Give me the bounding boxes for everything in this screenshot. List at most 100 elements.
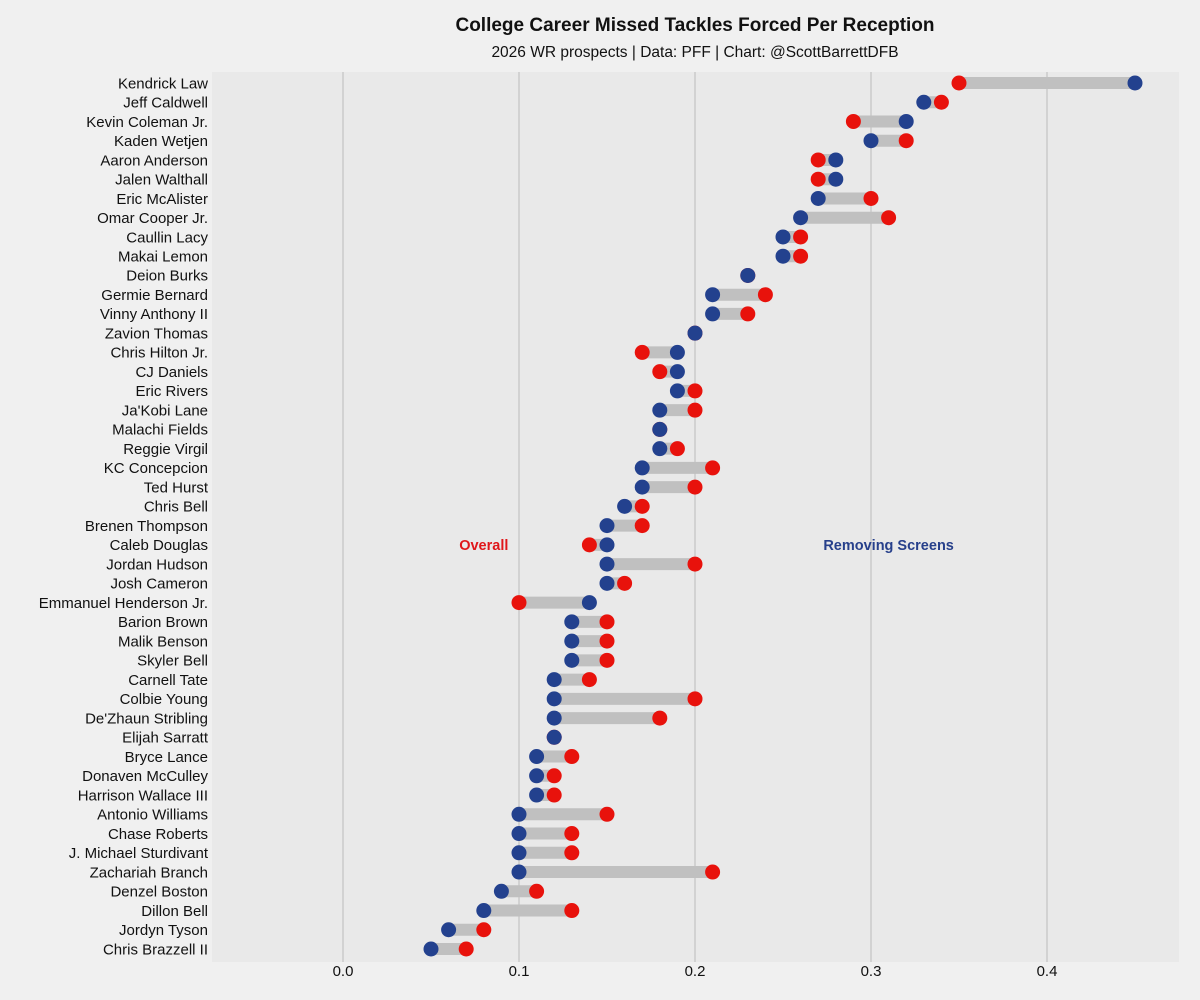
y-tick-label: Zachariah Branch bbox=[90, 864, 208, 881]
point-overall bbox=[740, 306, 756, 322]
point-overall bbox=[581, 672, 597, 688]
y-tick-label: Ted Hurst bbox=[144, 479, 209, 496]
point-overall bbox=[863, 190, 879, 206]
y-tick-label: Donaven McCulley bbox=[82, 768, 208, 785]
point-overall bbox=[810, 152, 826, 168]
y-axis-labels: Kendrick Law Jeff Caldwell Kevin Coleman J… bbox=[39, 75, 209, 958]
y-tick-label: Chris Bell bbox=[144, 499, 208, 516]
y-tick-label: Deion Burks bbox=[126, 268, 208, 285]
point-overall bbox=[669, 441, 685, 457]
y-tick-label: Dillon Bell bbox=[141, 903, 208, 920]
y-tick-label: Germie Bernard bbox=[101, 287, 208, 304]
point-removing-screens bbox=[529, 768, 545, 784]
y-tick-label: Eric Rivers bbox=[135, 383, 208, 400]
y-tick-label: Harrison Wallace III bbox=[78, 787, 208, 804]
point-overall bbox=[933, 94, 949, 110]
point-removing-screens bbox=[564, 652, 580, 668]
point-removing-screens bbox=[687, 325, 703, 341]
point-removing-screens bbox=[793, 210, 809, 226]
point-overall bbox=[458, 941, 474, 957]
point-overall bbox=[687, 691, 703, 707]
point-overall bbox=[634, 344, 650, 360]
point-overall bbox=[546, 768, 562, 784]
point-overall bbox=[564, 826, 580, 842]
point-removing-screens bbox=[652, 441, 668, 457]
point-removing-screens bbox=[599, 518, 615, 534]
point-removing-screens bbox=[423, 941, 439, 957]
point-overall bbox=[705, 864, 721, 880]
point-overall bbox=[564, 903, 580, 919]
point-removing-screens bbox=[775, 248, 791, 264]
y-tick-label: Kendrick Law bbox=[118, 75, 208, 92]
x-tick-label: 0.3 bbox=[861, 963, 882, 980]
point-overall bbox=[951, 75, 967, 91]
y-tick-label: De'Zhaun Stribling bbox=[85, 710, 208, 727]
y-tick-label: Vinny Anthony II bbox=[100, 306, 208, 323]
point-removing-screens bbox=[511, 845, 527, 861]
point-removing-screens bbox=[546, 672, 562, 688]
point-removing-screens bbox=[898, 113, 914, 129]
x-axis-labels: 0.0 0.1 0.2 0.3 0.4 bbox=[333, 963, 1058, 980]
point-removing-screens bbox=[493, 883, 509, 899]
point-removing-screens bbox=[634, 479, 650, 495]
point-overall bbox=[687, 479, 703, 495]
chart-title: College Career Missed Tackles Forced Per… bbox=[455, 15, 935, 36]
point-overall bbox=[898, 133, 914, 149]
point-removing-screens bbox=[775, 229, 791, 245]
x-tick-label: 0.1 bbox=[509, 963, 530, 980]
point-removing-screens bbox=[810, 190, 826, 206]
point-removing-screens bbox=[705, 287, 721, 303]
y-tick-label: Zavion Thomas bbox=[105, 325, 208, 342]
point-removing-screens bbox=[599, 537, 615, 553]
point-removing-screens bbox=[529, 749, 545, 765]
point-removing-screens bbox=[441, 922, 457, 938]
point-overall bbox=[564, 749, 580, 765]
point-removing-screens bbox=[599, 556, 615, 572]
y-tick-label: Skyler Bell bbox=[137, 653, 208, 670]
point-overall bbox=[793, 229, 809, 245]
point-overall bbox=[793, 248, 809, 264]
point-overall bbox=[705, 460, 721, 476]
y-tick-label: Jordan Hudson bbox=[106, 556, 208, 573]
y-tick-label: Omar Cooper Jr. bbox=[97, 210, 208, 227]
point-removing-screens bbox=[740, 267, 756, 283]
annotation-label: Removing Screens bbox=[823, 538, 954, 554]
point-overall bbox=[511, 595, 527, 611]
point-overall bbox=[617, 575, 633, 591]
point-overall bbox=[546, 787, 562, 803]
chart-subtitle: 2026 WR prospects | Data: PFF | Chart: @… bbox=[491, 44, 899, 61]
point-overall bbox=[599, 633, 615, 649]
point-overall bbox=[687, 383, 703, 399]
point-removing-screens bbox=[1127, 75, 1143, 91]
y-tick-label: Jordyn Tyson bbox=[119, 922, 208, 939]
y-tick-label: Caleb Douglas bbox=[110, 537, 208, 554]
y-tick-label: Chris Brazzell II bbox=[103, 941, 208, 958]
point-removing-screens bbox=[564, 633, 580, 649]
y-tick-label: Kevin Coleman Jr. bbox=[86, 114, 208, 131]
point-removing-screens bbox=[511, 826, 527, 842]
point-removing-screens bbox=[863, 133, 879, 149]
point-overall bbox=[652, 710, 668, 726]
point-overall bbox=[845, 113, 861, 129]
y-tick-label: Kaden Wetjen bbox=[114, 133, 208, 150]
point-removing-screens bbox=[581, 595, 597, 611]
point-removing-screens bbox=[529, 787, 545, 803]
point-removing-screens bbox=[476, 903, 492, 919]
x-tick-label: 0.0 bbox=[333, 963, 354, 980]
point-overall bbox=[476, 922, 492, 938]
y-tick-label: Jeff Caldwell bbox=[123, 95, 208, 112]
y-tick-label: Eric McAlister bbox=[116, 191, 208, 208]
y-tick-label: Aaron Anderson bbox=[100, 152, 208, 169]
point-removing-screens bbox=[564, 614, 580, 630]
point-removing-screens bbox=[599, 575, 615, 591]
y-tick-label: J. Michael Sturdivant bbox=[69, 845, 209, 862]
point-removing-screens bbox=[511, 864, 527, 880]
y-tick-label: Carnell Tate bbox=[128, 672, 208, 689]
y-tick-label: Jalen Walthall bbox=[115, 172, 208, 189]
y-tick-label: Elijah Sarratt bbox=[122, 730, 209, 747]
point-removing-screens bbox=[546, 729, 562, 745]
point-overall bbox=[810, 171, 826, 187]
y-tick-label: Barion Brown bbox=[118, 614, 208, 631]
point-overall bbox=[634, 518, 650, 534]
point-removing-screens bbox=[828, 152, 844, 168]
